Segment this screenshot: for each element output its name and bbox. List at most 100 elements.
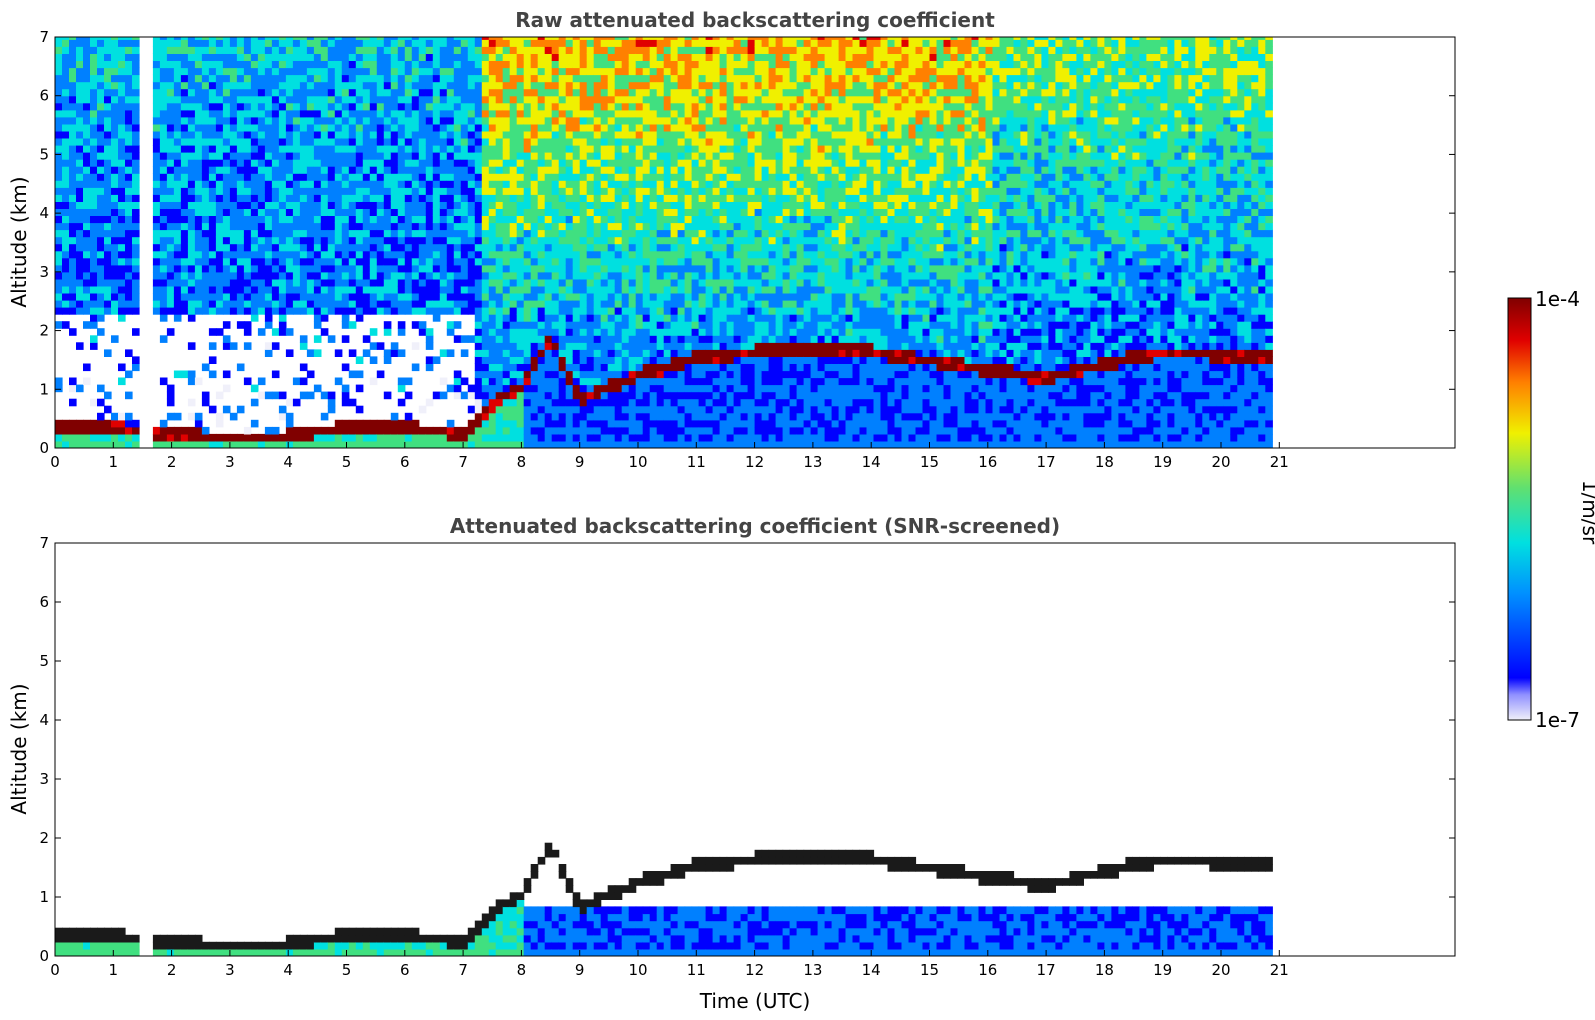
heatmap-cell — [348, 441, 357, 448]
heatmap-cell — [670, 278, 679, 287]
heatmap-cell — [607, 433, 616, 442]
heatmap-cell — [320, 102, 329, 111]
heatmap-cell — [572, 271, 581, 280]
heatmap-cell — [152, 74, 161, 83]
heatmap-cell — [572, 314, 581, 322]
heatmap-cell — [656, 250, 665, 259]
heatmap-cell — [425, 363, 434, 372]
heatmap-cell — [495, 384, 504, 393]
heatmap-cell — [586, 243, 595, 252]
heatmap-cell — [530, 293, 539, 301]
heatmap-cell — [187, 194, 196, 202]
heatmap-cell — [55, 102, 63, 111]
heatmap-cell — [152, 138, 161, 146]
heatmap-cell — [369, 67, 378, 76]
heatmap-cell — [712, 81, 721, 90]
heatmap-cell — [90, 201, 98, 209]
heatmap-cell — [390, 39, 399, 47]
heatmap-cell — [222, 116, 231, 125]
heatmap-cell — [397, 278, 406, 287]
heatmap-cell — [628, 293, 637, 301]
heatmap-cell — [467, 88, 476, 97]
heatmap-cell — [208, 370, 217, 379]
heatmap-cell — [348, 349, 357, 357]
heatmap-cell — [593, 37, 602, 40]
heatmap-cell — [670, 314, 679, 322]
heatmap-cell — [593, 152, 602, 160]
heatmap-cell — [488, 271, 497, 280]
heatmap-cell — [537, 88, 546, 97]
heatmap-cell — [376, 152, 385, 160]
heatmap-cell — [481, 433, 490, 442]
heatmap-cell — [432, 314, 441, 322]
heatmap-cell — [558, 88, 567, 97]
heatmap-cell — [712, 46, 721, 54]
heatmap-cell — [341, 257, 350, 266]
heatmap-cell — [488, 391, 497, 400]
heatmap-cell — [306, 250, 315, 259]
heatmap-cell — [670, 342, 679, 350]
heatmap-cell — [621, 377, 630, 386]
heatmap-cell — [516, 285, 525, 294]
heatmap-cell — [502, 412, 511, 421]
heatmap-cell — [481, 278, 490, 287]
heatmap-cell — [83, 116, 91, 125]
heatmap-cell — [411, 243, 420, 252]
heatmap-cell — [159, 335, 168, 343]
heatmap-cell — [579, 412, 588, 421]
heatmap-cell — [586, 363, 595, 372]
heatmap-cell — [264, 215, 273, 224]
heatmap-cell — [712, 264, 721, 273]
heatmap-cell — [118, 187, 126, 195]
heatmap-cell — [299, 187, 308, 195]
heatmap-cell — [733, 363, 742, 372]
heatmap-cell — [516, 180, 525, 188]
heatmap-cell — [614, 46, 623, 54]
heatmap-cell — [369, 328, 378, 336]
heatmap-cell — [439, 293, 448, 301]
heatmap-cell — [488, 109, 497, 118]
heatmap-cell — [635, 271, 644, 280]
heatmap-cell — [628, 81, 637, 90]
heatmap-cell — [320, 201, 329, 209]
heatmap-cell — [649, 67, 658, 76]
heatmap-cell — [383, 159, 392, 167]
heatmap-cell — [733, 419, 742, 428]
heatmap-cell — [411, 257, 420, 266]
heatmap-cell — [614, 187, 623, 195]
heatmap-cell — [250, 116, 259, 125]
heatmap-cell — [698, 116, 707, 125]
heatmap-cell — [579, 138, 588, 146]
heatmap-cell — [390, 109, 399, 118]
heatmap-cell — [565, 53, 574, 61]
heatmap-cell — [208, 109, 217, 118]
heatmap-cell — [684, 95, 693, 104]
heatmap-cell — [698, 363, 707, 372]
heatmap-cell — [376, 60, 385, 69]
heatmap-cell — [719, 215, 728, 224]
heatmap-cell — [55, 300, 63, 308]
heatmap-cell — [299, 243, 308, 252]
heatmap-cell — [292, 152, 301, 160]
heatmap-cell — [446, 194, 455, 202]
heatmap-cell — [376, 37, 385, 40]
heatmap-cell — [726, 37, 735, 40]
heatmap-cell — [118, 116, 126, 125]
heatmap-cell — [453, 145, 462, 153]
heatmap-cell — [334, 67, 343, 76]
heatmap-cell — [369, 356, 378, 364]
heatmap-cell — [257, 173, 266, 181]
heatmap-cell — [187, 398, 196, 407]
heatmap-cell — [516, 152, 525, 160]
heatmap-cell — [320, 187, 329, 195]
heatmap-cell — [432, 285, 441, 294]
heatmap-cell — [348, 60, 357, 69]
heatmap-cell — [565, 300, 574, 308]
heatmap-cell — [397, 398, 406, 407]
heatmap-cell — [460, 335, 469, 343]
heatmap-cell — [292, 307, 301, 315]
heatmap-cell — [69, 145, 77, 153]
heatmap-cell — [313, 257, 322, 266]
heatmap-cell — [544, 257, 553, 266]
heatmap-cell — [712, 384, 721, 393]
